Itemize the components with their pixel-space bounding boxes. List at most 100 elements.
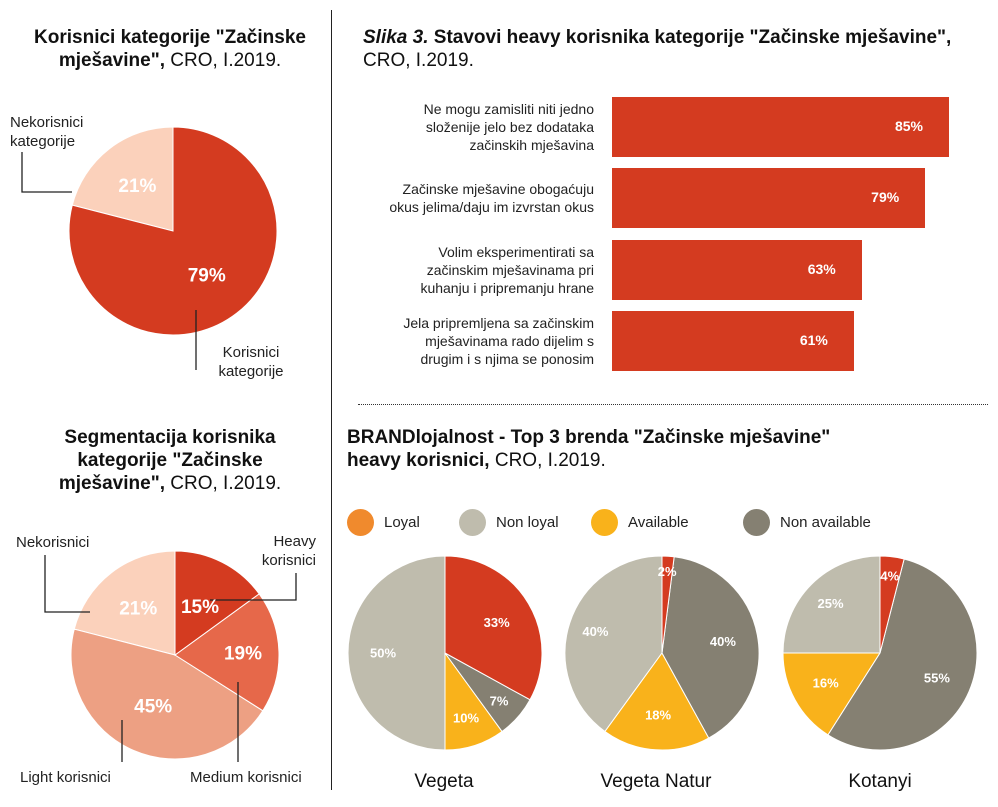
pie2-label-heavy: Heavy korisnici <box>236 532 316 570</box>
vegeta-natur-slice-non-available <box>661 556 760 739</box>
pie1-title-rest: CRO, I.2019. <box>165 50 282 71</box>
kotanyi-value-available: 16% <box>813 676 839 691</box>
bar-value-2: 79% <box>871 189 900 205</box>
brand-title: BRANDlojalnost - Top 3 brenda "Začinske … <box>347 426 987 472</box>
vegeta-slice-loyal <box>444 555 543 701</box>
pie2-label-heavy-l1: Heavy <box>273 533 316 550</box>
vegeta-natur-value-loyal: 2% <box>658 564 677 579</box>
pie2-slice-nekorisnici <box>73 550 176 656</box>
vegeta-natur-value-non-available: 40% <box>710 634 736 649</box>
brand-legend: Loyal Non loyal Available Non available <box>347 508 987 536</box>
pie2-label-medium: Medium korisnici <box>190 769 302 786</box>
bar-label-2: Začinske mješavine obogaćuju okus jelima/… <box>378 180 594 216</box>
pie2-title-bold-l2: kategorije "Začinske <box>77 450 263 471</box>
legend-swatch <box>347 508 374 536</box>
bar-label-3: Volim eksperimentirati sa začinskim mješa… <box>378 243 594 297</box>
pie1-slice-nekorisnici-kategorije <box>71 126 174 232</box>
bars-title-italic: Slika 3. <box>363 27 429 48</box>
bar-value-3: 63% <box>807 261 836 277</box>
brand-title-bold-l1: BRANDlojalnost - Top 3 brenda "Začinske … <box>347 427 831 448</box>
pie2-value-medium-korisnici: 19% <box>224 644 262 665</box>
bar-value-1: 85% <box>894 118 923 134</box>
pie1-title: Korisnici kategorije "Začinske mješavine… <box>20 26 320 72</box>
kotanyi-slice-non-available <box>827 558 978 751</box>
pie1-label-nonusers-l1: Nekorisnici <box>10 114 84 131</box>
pie1-label-nonusers-l2: kategorije <box>10 133 76 150</box>
legend-label: Non available <box>780 513 871 531</box>
vegeta-natur-slice-available <box>604 652 710 751</box>
bars-title-rest: CRO, I.2019. <box>363 50 474 71</box>
bar-3: 63% <box>612 240 862 300</box>
pie2-leader-nonusers <box>44 555 90 613</box>
legend-item-loyal: Loyal <box>347 508 420 536</box>
bar-label-line: složenije jelo bez dodataka <box>425 119 594 135</box>
brand-title-rest: CRO, I.2019. <box>489 450 606 471</box>
bar-label-line: začinskim mješavinama pri <box>426 262 594 278</box>
pie2-title-bold-l1: Segmentacija korisnika <box>64 427 276 448</box>
pie2-label-light: Light korisnici <box>20 769 111 786</box>
brand-name-vegeta-natur: Vegeta Natur <box>600 771 712 792</box>
legend-swatch <box>743 508 770 536</box>
bar-label-line: Ne mogu zamisliti niti jedno <box>423 101 594 117</box>
vegeta-value-loyal: 33% <box>484 615 510 630</box>
bar-label-line: kuhanju i pripremanju hrane <box>420 280 594 296</box>
legend-swatch <box>591 508 618 536</box>
vegeta-slice-non-loyal <box>347 555 446 751</box>
bar-label-line: mješavinama rado dijelim s <box>425 333 594 349</box>
pie1-label-users: Korisnici kategorije <box>196 343 306 381</box>
vegeta-natur-value-non-loyal: 40% <box>582 624 608 639</box>
bar-label-line: začinskih mješavina <box>469 137 595 153</box>
horizontal-dotted-divider <box>358 404 988 405</box>
vegeta-value-non-available: 7% <box>490 693 509 708</box>
legend-label: Available <box>628 513 689 531</box>
vegeta-value-non-loyal: 50% <box>370 646 396 661</box>
legend-item-available: Available <box>591 508 689 536</box>
kotanyi-value-loyal: 4% <box>880 568 899 583</box>
bars-title: Slika 3. Stavovi heavy korisnika kategor… <box>363 26 993 72</box>
pie2-value-heavy-korisnici: 15% <box>181 597 219 618</box>
vegeta-natur-slice-loyal <box>661 555 675 654</box>
pie2-title-bold-l3: mješavine", <box>58 473 165 494</box>
kotanyi-value-non-available: 55% <box>924 670 950 685</box>
bar-label-line: Volim eksperimentirati sa <box>438 244 594 260</box>
kotanyi-slice-loyal <box>879 555 905 654</box>
pie1-label-users-l2: kategorije <box>218 363 284 380</box>
bar-label-line: drugim i s njima se ponosim <box>420 351 594 367</box>
bar-label-1: Ne mogu zamisliti niti jedno složenije je… <box>378 100 594 154</box>
legend-item-non-available: Non available <box>743 508 871 536</box>
pie1-value-nekorisnici-kategorije: 21% <box>118 176 156 197</box>
legend-label: Non loyal <box>496 513 559 531</box>
bars-title-bold: Stavovi heavy korisnika kategorije "Zači… <box>428 27 952 48</box>
bar-label-4: Jela pripremljena sa začinskim mješavinam… <box>378 314 594 368</box>
bar-label-line: Jela pripremljena sa začinskim <box>403 315 594 331</box>
bar-label-line: okus jelima/daju im izvrstan okus <box>389 199 594 215</box>
brand-name-kotanyi: Kotanyi <box>848 771 912 792</box>
pie2-slice-light-korisnici <box>70 628 264 760</box>
vegeta-natur-slice-non-loyal <box>564 555 663 733</box>
brand-title-bold-l2: heavy korisnici, <box>347 450 490 471</box>
pie2-title: Segmentacija korisnika kategorije "Začin… <box>20 426 320 495</box>
brand-name-vegeta: Vegeta <box>414 771 474 792</box>
vegeta-value-available: 10% <box>453 710 479 725</box>
pie1-label-nonusers: Nekorisnici kategorije <box>10 113 83 151</box>
kotanyi-slice-non-loyal <box>782 555 881 654</box>
legend-swatch <box>459 508 486 536</box>
pie1-label-users-l1: Korisnici <box>222 344 280 361</box>
pie2-value-light-korisnici: 45% <box>134 696 172 717</box>
bar-value-4: 61% <box>799 332 828 348</box>
kotanyi-value-non-loyal: 25% <box>817 596 843 611</box>
legend-label: Loyal <box>384 513 420 531</box>
pie2-value-nekorisnici: 21% <box>119 598 157 619</box>
bar-2: 79% <box>612 168 926 228</box>
vegeta-natur-value-available: 18% <box>645 708 671 723</box>
legend-item-non-loyal: Non loyal <box>459 508 559 536</box>
pie1-leader-nonusers <box>21 152 72 193</box>
pie2-slice-medium-korisnici <box>174 593 280 712</box>
pie2-label-heavy-l2: korisnici <box>261 552 316 569</box>
pie2-title-rest: CRO, I.2019. <box>165 473 282 494</box>
pie2-slice-heavy-korisnici <box>174 550 260 656</box>
pie2-leader-heavy <box>210 573 297 601</box>
pie1-title-bold: Korisnici kategorije "Začinske mješavine… <box>34 27 306 71</box>
bar-label-line: Začinske mješavine obogaćuju <box>402 181 594 197</box>
